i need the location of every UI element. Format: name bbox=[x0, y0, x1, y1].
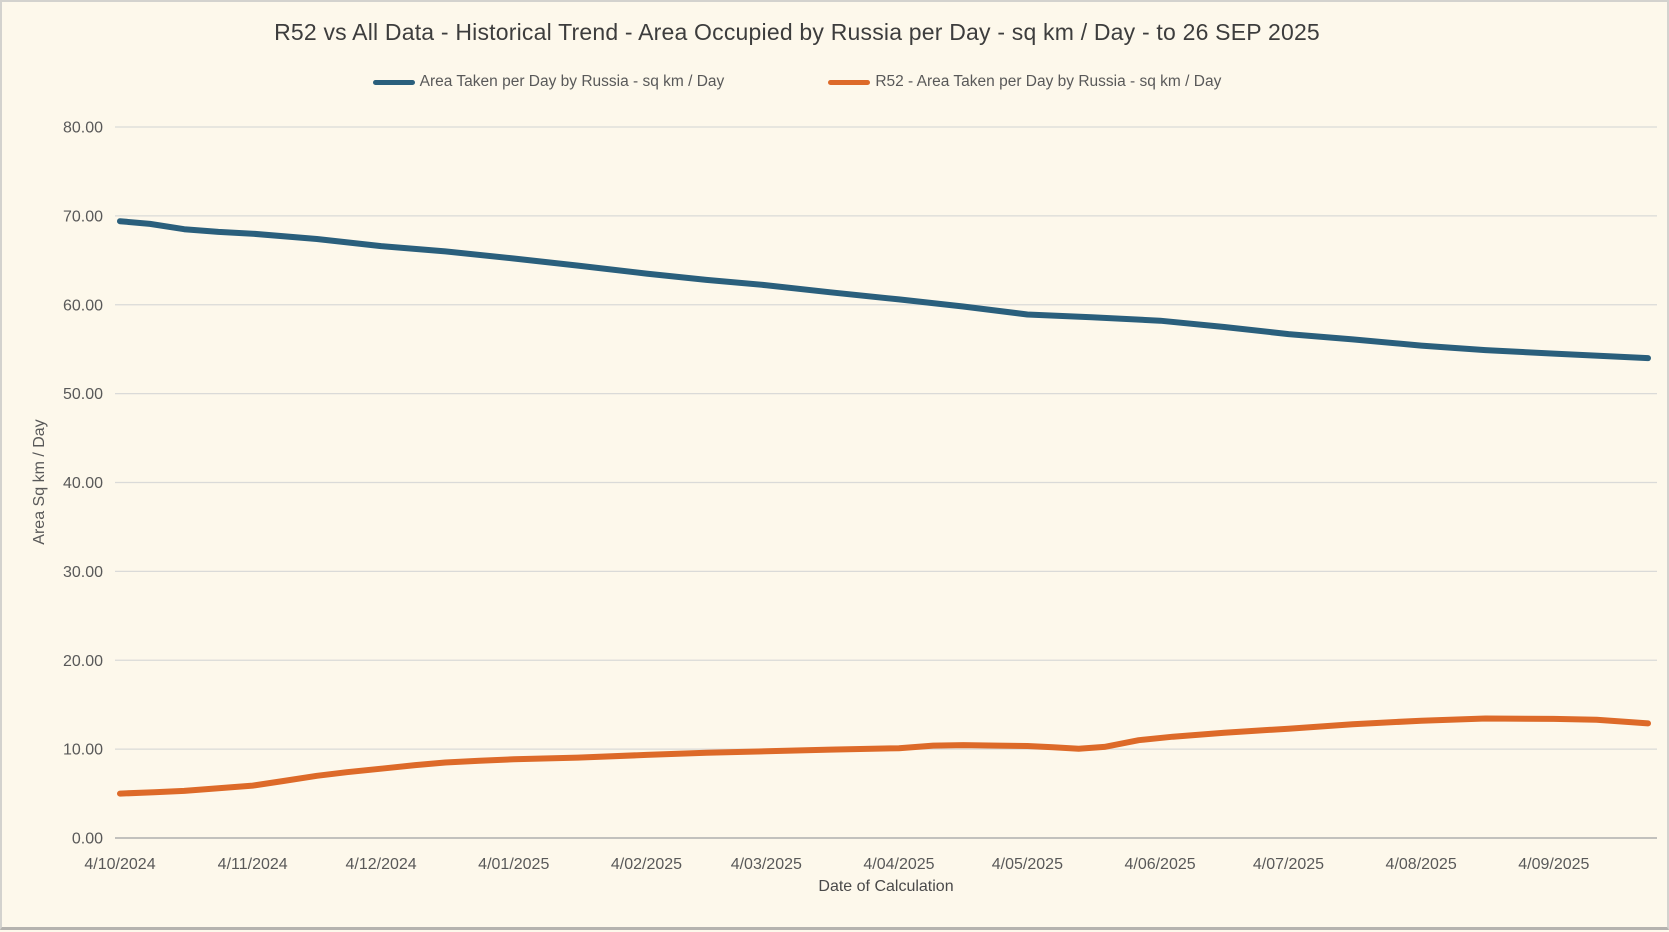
x-tick-label: 4/03/2025 bbox=[731, 856, 802, 873]
legend-swatch-r52 bbox=[828, 79, 871, 85]
y-tick-label: 60.00 bbox=[63, 297, 103, 314]
x-tick-label: 4/12/2024 bbox=[345, 856, 416, 873]
legend: Area Taken per Day by Russia - sq km / D… bbox=[2, 73, 1592, 91]
x-tick-label: 4/09/2025 bbox=[1518, 856, 1589, 873]
y-tick-label: 30.00 bbox=[63, 564, 103, 581]
x-tick-label: 4/02/2025 bbox=[611, 856, 682, 873]
x-tick-label: 4/07/2025 bbox=[1253, 856, 1324, 873]
y-tick-label: 20.00 bbox=[63, 653, 103, 670]
series-line-all-data[interactable] bbox=[117, 218, 1651, 362]
x-tick-label: 4/08/2025 bbox=[1386, 856, 1457, 873]
y-tick-label: 0.00 bbox=[72, 831, 103, 848]
legend-swatch-all-data bbox=[372, 79, 415, 85]
x-axis-title: Date of Calculation bbox=[818, 878, 954, 895]
y-tick-label: 40.00 bbox=[63, 475, 103, 492]
x-tick-label: 4/06/2025 bbox=[1124, 856, 1195, 873]
legend-label-all-data: Area Taken per Day by Russia - sq km / D… bbox=[419, 73, 725, 90]
y-tick-label: 10.00 bbox=[63, 742, 103, 759]
x-tick-label: 4/11/2024 bbox=[218, 856, 288, 873]
legend-label-r52: R52 - Area Taken per Day by Russia - sq … bbox=[875, 73, 1222, 90]
legend-item-r52[interactable]: R52 - Area Taken per Day by Russia - sq … bbox=[828, 73, 1221, 91]
x-tick-label: 4/05/2025 bbox=[992, 856, 1063, 873]
y-tick-label: 50.00 bbox=[63, 386, 103, 403]
series-line-r52[interactable] bbox=[117, 715, 1651, 797]
y-tick-label: 80.00 bbox=[63, 120, 103, 137]
x-tick-label: 4/04/2025 bbox=[863, 856, 934, 873]
x-tick-label: 4/10/2024 bbox=[84, 856, 155, 873]
legend-item-all-data[interactable]: Area Taken per Day by Russia - sq km / D… bbox=[372, 73, 725, 91]
x-tick-label: 4/01/2025 bbox=[478, 856, 549, 873]
y-tick-label: 70.00 bbox=[63, 208, 103, 225]
chart-title: R52 vs All Data - Historical Trend - Are… bbox=[274, 19, 1320, 45]
